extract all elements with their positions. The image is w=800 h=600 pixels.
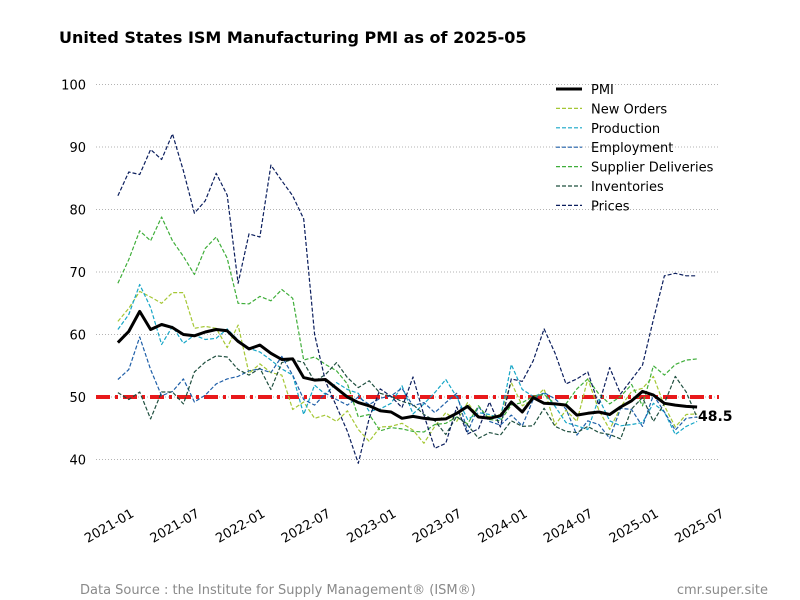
legend-label-prices: Prices — [591, 199, 630, 214]
x-tick-label: 2023-07 — [410, 506, 465, 546]
series-line-inventories — [117, 355, 698, 440]
series-line-employment — [117, 336, 698, 439]
y-tick-label: 60 — [69, 329, 86, 344]
legend-label-production: Production — [591, 122, 660, 137]
chart-title: United States ISM Manufacturing PMI as o… — [59, 28, 527, 47]
x-tick-label: 2021-01 — [82, 506, 137, 546]
legend: PMI New Orders Production Employment Supplie… — [556, 83, 714, 214]
legend-label-employment: Employment — [591, 141, 673, 156]
x-tick-label: 2022-01 — [213, 506, 268, 546]
series-line-supplier-deliveries — [117, 216, 698, 433]
x-tick-label: 2025-01 — [607, 506, 662, 546]
x-tick-label: 2021-07 — [148, 506, 203, 546]
x-tick-label: 2023-01 — [345, 506, 400, 546]
y-axis-ticks: 40 50 60 70 80 90 100 — [61, 79, 86, 469]
x-axis-ticks: 2021-01 2021-07 2022-01 2022-07 2023-01 2023-… — [82, 506, 727, 546]
series-line-prices — [117, 133, 698, 464]
x-tick-label: 2022-07 — [279, 506, 334, 546]
y-tick-label: 80 — [69, 204, 86, 219]
y-tick-label: 90 — [69, 141, 86, 156]
series-line-production — [117, 283, 698, 436]
y-tick-label: 100 — [61, 79, 86, 94]
footer-source: Data Source : the Institute for Supply M… — [80, 583, 476, 598]
series-lines — [116, 133, 698, 464]
legend-label-new-orders: New Orders — [591, 102, 667, 117]
last-value-label: 48.5 — [698, 409, 733, 425]
legend-label-supplier-deliveries: Supplier Deliveries — [591, 161, 714, 176]
legend-label-inventories: Inventories — [591, 180, 664, 195]
x-tick-label: 2024-01 — [476, 506, 531, 546]
y-tick-label: 70 — [69, 266, 86, 281]
y-tick-label: 40 — [69, 454, 86, 469]
legend-label-pmi: PMI — [591, 83, 614, 98]
series-line-pmi — [116, 309, 698, 421]
y-tick-label: 50 — [69, 391, 86, 406]
footer-site: cmr.super.site — [676, 583, 768, 598]
x-tick-label: 2025-07 — [672, 506, 727, 546]
x-tick-label: 2024-07 — [541, 506, 596, 546]
